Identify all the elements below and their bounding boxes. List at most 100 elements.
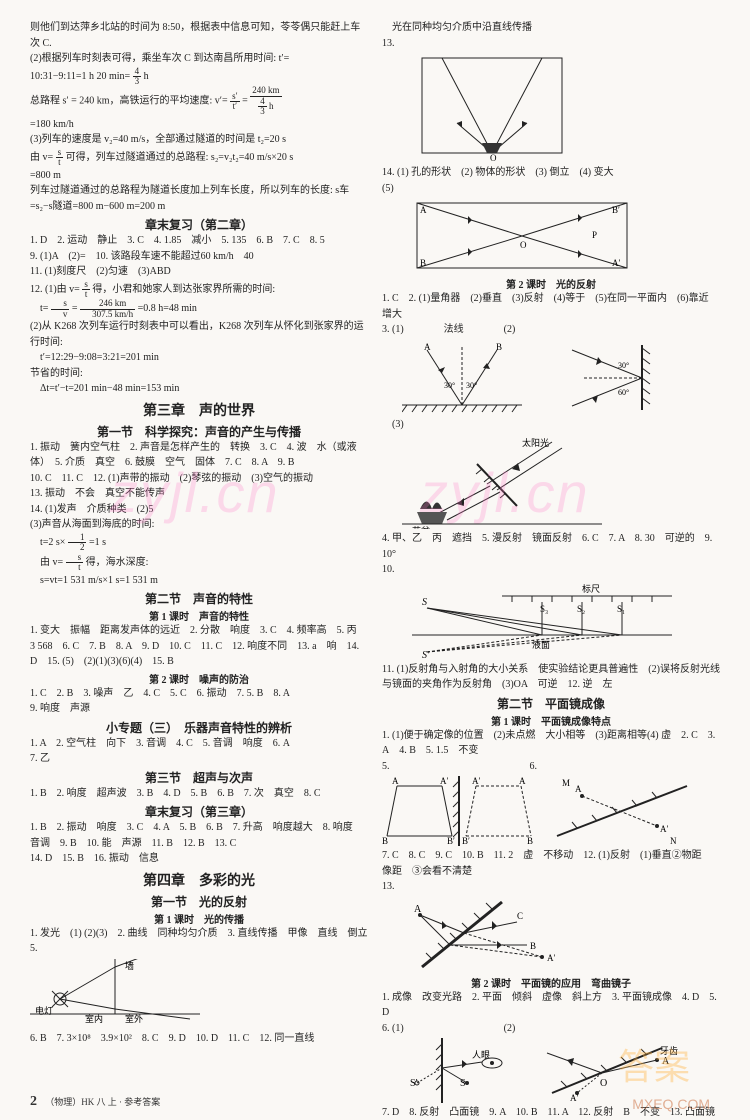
svg-text:P: P — [592, 230, 597, 240]
t: 12. (1)由 v= — [30, 284, 80, 295]
heading-r-sec4: 第 2 课时 平面镜的应用 弯曲镜子 — [382, 975, 720, 990]
svg-text:A: A — [392, 776, 399, 786]
svg-r3a: 30° 30° A B — [402, 340, 522, 415]
svg-text:A′: A′ — [660, 824, 668, 834]
t: 可得，列车过隧道通过的总路程: s₂=v₂t₂=40 m/s×20 s — [66, 152, 294, 163]
t: 总路程 s′ = 240 km，高铁运行的平均速度: v′= — [30, 96, 228, 107]
fraction: 246 km307.5 km/h — [80, 299, 135, 319]
svg-q10: 标尺 S₃ S₂ S₁ S S′ — [412, 580, 672, 660]
fraction: 240 km43 h — [250, 86, 281, 116]
svg-text:A′: A′ — [440, 776, 448, 786]
svg-text:N: N — [670, 836, 677, 846]
text: 13. 振动 不会 真空不能传声 — [30, 486, 368, 502]
svg-text:A′: A′ — [612, 258, 620, 268]
t: t=2 s× — [40, 537, 65, 548]
fraction: s′t′ — [230, 92, 239, 112]
text: 1. (1)便于确定像的位置 (2)未点燃 大小相等 (3)距离相等(4) 虚 … — [382, 728, 720, 759]
svg-q5: AA′ BB′ A′A B′B — [382, 776, 537, 846]
heading-sec2: 第二节 声音的特性 — [30, 590, 368, 607]
text: Δt=t′−t=201 min−48 min=153 min — [30, 381, 368, 397]
text: 12. (1)由 v= st 得，小君和她家人到达张家界所需的时间: — [30, 280, 368, 300]
svg-text:A: A — [420, 205, 427, 215]
svg-text:S′: S′ — [410, 1078, 418, 1089]
t: 10:31−9:11=1 h 20 min= — [30, 71, 130, 82]
page: 则他们到达萍乡北站的时间为 8:50，根据表中信息可知，苓苓偶只能赶上车次 C.… — [0, 0, 750, 1120]
svg-text:B′: B′ — [612, 205, 620, 215]
right-column: 光在同种均匀介质中沿直线传播 13. O 14. (1) 孔的形状 (2) 物体… — [382, 20, 720, 1100]
svg-sun-pot: 太阳光 花盆 — [402, 434, 602, 529]
svg-text:60°: 60° — [618, 388, 629, 397]
t: 由 v= — [30, 152, 53, 163]
diagram-q13: O — [412, 53, 720, 163]
text: 11. (1)反射角与入射角的大小关系 使实验结论更具普遍性 (2)误将反射光线… — [382, 662, 720, 693]
text: 5. 6. — [382, 759, 720, 775]
svg-r3b: 30° 60° — [542, 340, 662, 415]
svg-text:M: M — [562, 778, 570, 788]
text: 总路程 s′ = 240 km，高铁运行的平均速度: v′= s′t′ = 24… — [30, 86, 368, 116]
svg-text:30°: 30° — [466, 381, 477, 390]
svg-text:B: B — [530, 941, 536, 951]
text: 节省的时间: — [30, 366, 368, 382]
svg-text:S: S — [422, 597, 427, 608]
svg-text:O: O — [520, 240, 527, 250]
text: 7. 乙 — [30, 751, 368, 767]
text: (5) — [382, 181, 720, 197]
text: t= sv = 246 km307.5 km/h =0.8 h=48 min — [30, 299, 368, 319]
text: 13. — [382, 36, 720, 52]
heading-sec2-sub: 第 1 课时 声音的特性 — [30, 608, 368, 623]
footer-text: （物理）HK 八 上 · 参考答案 — [45, 1097, 160, 1107]
text: 则他们到达萍乡北站的时间为 8:50，根据表中信息可知，苓苓偶只能赶上车次 C. — [30, 20, 368, 51]
text: 1. C 2. B 3. 噪声 乙 4. C 5. C 6. 振动 7. 5. … — [30, 686, 368, 702]
text: 11. (1)刻度尺 (2)匀速 (3)ABD — [30, 264, 368, 280]
text: 7. D 8. 反射 凸面镜 9. A 10. B 11. A 12. 反射 B… — [382, 1105, 720, 1120]
text: 9. (1)A (2)= 10. 该路段车速不能超过60 km/h 40 — [30, 249, 368, 265]
label-scale: 标尺 — [582, 583, 600, 594]
text: 1. 振动 簧内空气柱 2. 声音是怎样产生的 转换 3. C 4. 波 水（或… — [30, 440, 368, 471]
label-wall: 墙 — [125, 960, 134, 971]
text: 由 v= st 得，海水深度: — [30, 553, 368, 573]
heading-ch3: 第三章 声的世界 — [30, 400, 368, 420]
text: 1. B 2. 振动 响度 3. C 4. A 5. B 6. B 7. 升高 … — [30, 820, 368, 851]
fraction: st — [66, 553, 84, 573]
svg-text:A′: A′ — [570, 1093, 578, 1103]
svg-text:A′: A′ — [472, 776, 480, 786]
text: 4. 甲、乙 丙 遮挡 5. 漫反射 镜面反射 6. C 7. A 8. 30 … — [382, 531, 720, 562]
svg-text:A′: A′ — [547, 953, 555, 963]
text: 14. (1)发声 介质种类 (2)5 — [30, 502, 368, 518]
svg-text:A: A — [662, 1056, 670, 1067]
text: 6. (1) (2) — [382, 1021, 720, 1037]
t: 得，小君和她家人到达张家界所需的时间: — [92, 284, 275, 295]
text: 14. (1) 孔的形状 (2) 物体的形状 (3) 倒立 (4) 变大 — [382, 165, 720, 181]
svg-text:S₃: S₃ — [540, 604, 548, 614]
text: 5. — [30, 941, 368, 957]
two-columns: 则他们到达萍乡北站的时间为 8:50，根据表中信息可知，苓苓偶只能赶上车次 C.… — [30, 20, 720, 1100]
svg-text:A: A — [519, 776, 526, 786]
svg-text:S₂: S₂ — [577, 604, 585, 614]
label-outdoor: 室外 — [125, 1013, 143, 1024]
svg-text:B: B — [382, 836, 388, 846]
svg-text:A: A — [575, 784, 582, 794]
heading-review3: 章末复习（第三章） — [30, 803, 368, 820]
svg-text:B: B — [496, 342, 502, 352]
text: t=2 s× 12 =1 s — [30, 533, 368, 553]
diagram-sun-pot: 太阳光 花盆 — [402, 434, 720, 529]
text: 1. D 2. 运动 静止 3. C 4. 1.85 减小 5. 135 6. … — [30, 233, 368, 249]
text: 1. A 2. 空气柱 向下 3. 音调 4. C 5. 音调 响度 6. A — [30, 736, 368, 752]
heading-ch4-sub: 第 1 课时 光的传播 — [30, 911, 368, 926]
text: 由 v= st 可得，列车过隧道通过的总路程: s₂=v₂t₂=40 m/s×2… — [30, 148, 368, 168]
fraction: st — [82, 280, 90, 300]
svg-text:B′: B′ — [462, 836, 470, 846]
diagram-q10: 标尺 S₃ S₂ S₁ S S′ — [412, 580, 720, 660]
svg-text:30°: 30° — [618, 361, 629, 370]
svg-text:C: C — [517, 911, 523, 921]
heading-ch4-sec: 第一节 光的反射 — [30, 893, 368, 910]
text: 9. 响度 声源 — [30, 701, 368, 717]
text: (2)根据列车时刻表可得，乘坐车次 C 到达南昌所用时间: t′= — [30, 51, 368, 67]
svg-q6a: 人眼 S S′ — [382, 1038, 522, 1103]
heading-review2: 章末复习（第二章） — [30, 216, 368, 233]
svg-text:O: O — [490, 153, 497, 163]
text: 10. — [382, 562, 720, 578]
heading-r-sec3: 第二节 平面镜成像 — [382, 695, 720, 712]
svg-text:30°: 30° — [444, 381, 455, 390]
diagram-q5-6: AA′ BB′ A′A B′B A A′ N M — [382, 776, 720, 846]
